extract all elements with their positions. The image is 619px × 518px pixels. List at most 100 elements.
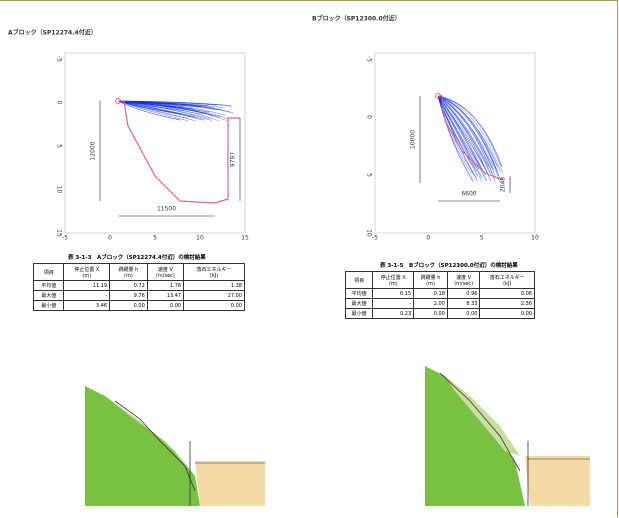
block-title: Aブロック（SP12274.4付近） xyxy=(8,29,97,37)
dimension-label: 2048 xyxy=(500,177,507,192)
y-tick-label: 0 xyxy=(56,101,63,105)
header-name: 停止位置 X xyxy=(380,274,406,281)
trajectory xyxy=(437,95,497,171)
header-cell: 項目 xyxy=(344,271,374,289)
trajectory xyxy=(117,100,234,114)
plot-frame xyxy=(374,52,536,234)
header-cell: 跳躍量 h (m) xyxy=(109,263,148,281)
header-name: 項目 xyxy=(43,269,54,276)
value-cell: 0.00 xyxy=(183,300,245,311)
cross-section-a xyxy=(85,386,265,506)
header-cell: 速度 V (m/sec) xyxy=(146,263,185,281)
value-cell: 8.33 xyxy=(446,298,481,309)
x-tick-label: 15 xyxy=(241,235,249,242)
trajectory xyxy=(117,100,189,122)
trajectory xyxy=(437,95,493,177)
header-unit: (m/sec) xyxy=(454,280,474,287)
result-table: 項目 停止位置 X (m) 跳躍量 h (m) 速度 V (m/sec) 落石エネルギー (kJ… xyxy=(32,263,245,311)
block-title: Bブロック（SP12300.0付近） xyxy=(312,15,401,23)
dimension-label: 10000 xyxy=(410,130,417,149)
y-tick-label: 10 xyxy=(366,229,373,237)
trajectory xyxy=(437,95,479,178)
trajectory xyxy=(437,95,496,183)
y-tick-label: -5 xyxy=(366,56,373,62)
header-unit: (m) xyxy=(82,272,92,279)
trajectory xyxy=(117,100,182,121)
value-cell: 9.76 xyxy=(109,290,148,301)
header-name: 停止位置 X xyxy=(74,266,100,273)
value-cell: - xyxy=(63,290,111,301)
trajectory xyxy=(437,95,501,181)
header-name: 項目 xyxy=(354,277,365,284)
value-cell: 0.00 xyxy=(479,308,535,319)
dimension-label: 9797 xyxy=(230,152,237,167)
trajectory xyxy=(117,100,220,122)
x-tick-label: -5 xyxy=(62,235,68,242)
value-cell: 3.46 xyxy=(63,300,111,311)
trajectory xyxy=(437,95,486,176)
value-cell: 2.56 xyxy=(479,298,535,309)
release-point xyxy=(115,98,121,104)
slope-profile xyxy=(438,95,503,180)
release-point xyxy=(435,93,441,99)
header-name: 跳躍量 h xyxy=(420,274,441,281)
value-cell: - xyxy=(372,298,415,309)
value-cell: 0.06 xyxy=(479,288,535,299)
cross-section-b xyxy=(425,366,590,506)
trajectory xyxy=(437,95,502,173)
x-tick-label: 5 xyxy=(153,235,157,242)
header-name: 速度 V xyxy=(157,266,173,273)
value-cell: 0.96 xyxy=(446,288,481,299)
value-cell: 1.38 xyxy=(183,280,245,291)
y-tick-label: -5 xyxy=(56,56,63,62)
row-label: 最小値 xyxy=(344,308,374,319)
x-tick-label: 0 xyxy=(426,235,430,242)
header-cell: 落石エネルギー (kJ) xyxy=(479,271,535,289)
trajectory xyxy=(117,100,205,120)
header-unit: (m/sec) xyxy=(155,272,175,279)
table-caption: 表 3-1-3 Aブロック（SP12274.4付近）の検討結果 xyxy=(68,255,206,261)
header-unit: (m) xyxy=(124,272,133,279)
trajectory xyxy=(437,95,475,176)
value-cell: 0.18 xyxy=(413,288,448,299)
header-cell: 速度 V (m/sec) xyxy=(446,271,481,289)
header-cell: 停止位置 X (m) xyxy=(372,271,415,289)
y-tick-label: 10 xyxy=(56,186,63,194)
value-cell: 1.76 xyxy=(146,280,185,291)
x-tick-label: 5 xyxy=(480,235,484,242)
trajectory xyxy=(437,95,483,183)
row-label: 最大値 xyxy=(344,298,374,309)
value-cell: 6.15 xyxy=(372,288,415,299)
x-tick-label: 0 xyxy=(108,235,112,242)
trajectories xyxy=(437,95,504,183)
row-label: 最小値 xyxy=(32,300,65,311)
value-cell: 2.00 xyxy=(413,298,448,309)
header-unit: (m) xyxy=(388,280,398,287)
trajectory xyxy=(437,95,504,175)
trajectory xyxy=(117,100,229,120)
dimension-label: 12000 xyxy=(90,141,97,160)
trajectory xyxy=(437,95,483,180)
y-tick-label: 0 xyxy=(366,115,373,119)
header-unit: (kJ) xyxy=(209,272,219,279)
header-name: 跳躍量 h xyxy=(118,266,139,273)
trajectory xyxy=(437,95,492,182)
x-tick-label: -5 xyxy=(372,235,378,242)
trajectory xyxy=(437,95,497,179)
header-name: 速度 V xyxy=(456,274,472,281)
value-cell: 0.00 xyxy=(446,308,481,319)
table-caption: 表 3-1-5 Bブロック（SP12300.0付近）の検討結果 xyxy=(380,263,518,269)
row-label: 平均値 xyxy=(344,288,374,299)
header-cell: 項目 xyxy=(32,263,65,281)
value-cell: 0.23 xyxy=(372,308,415,319)
plot-frame xyxy=(64,52,246,234)
header-name: 落石エネルギー xyxy=(489,274,525,281)
value-cell: 13.47 xyxy=(146,290,185,301)
x-tick-label: 10 xyxy=(531,235,539,242)
row-label: 最大値 xyxy=(32,290,65,301)
header-unit: (kJ) xyxy=(503,280,512,287)
trajectories xyxy=(117,100,234,122)
trajectory xyxy=(117,100,213,121)
header-name: 落石エネルギー xyxy=(196,266,232,273)
result-table: 項目 停止位置 X (m) 跳躍量 h (m) 速度 V (m/sec) 落石エネルギー (kJ… xyxy=(344,271,535,319)
